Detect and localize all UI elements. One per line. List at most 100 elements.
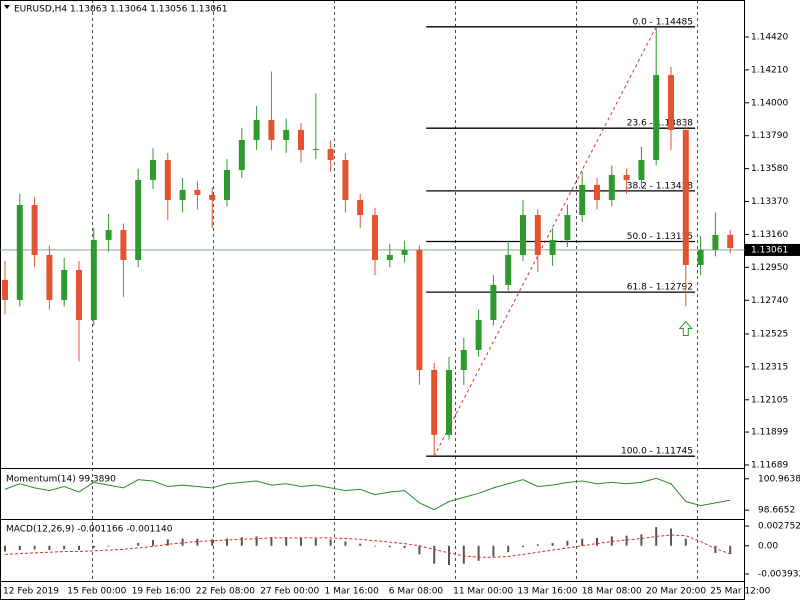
x-tick-label: 13 Mar 16:00 [517, 587, 577, 597]
y-tick-label: -0.003932 [758, 569, 800, 579]
candle-body [401, 249, 408, 255]
candle-body [416, 249, 423, 370]
candle-body [164, 160, 171, 200]
y-tick-label: 1.13580 [751, 164, 788, 174]
candle-body [460, 349, 467, 370]
candle-body [2, 279, 8, 300]
y-tick-label: 0.002752 [758, 522, 800, 532]
candle-body [105, 230, 112, 240]
candle-body [534, 215, 541, 255]
x-tick-label: 12 Feb 2019 [3, 587, 59, 597]
candle-body [564, 215, 571, 240]
candle-body [520, 215, 526, 255]
candle-body [16, 204, 23, 300]
y-tick-label: 1.12950 [751, 263, 788, 273]
y-tick-label: 1.12105 [751, 395, 788, 405]
y-tick-label: 98.6652 [758, 506, 795, 516]
x-tick-label: 22 Feb 08:00 [196, 587, 255, 597]
chart-title: EURUSD,H4 1.13063 1.13064 1.13056 1.1306… [14, 5, 227, 15]
candle-body [224, 170, 230, 200]
candle-body [505, 254, 512, 285]
fib-label: 100.0 - 1.11745 [621, 447, 693, 457]
candle-body [312, 149, 319, 151]
candle-body [372, 215, 378, 260]
x-tick-label: 27 Feb 00:00 [260, 587, 319, 597]
y-tick-label: 0.00 [758, 541, 778, 551]
y-tick-label: 1.13790 [751, 131, 788, 141]
candle-body [194, 189, 201, 195]
fib-label: 61.8 - 1.12792 [627, 283, 693, 293]
candle-body [179, 189, 186, 200]
candle-body [668, 75, 674, 130]
candle-body [120, 230, 127, 260]
candle-body [76, 270, 82, 321]
candle-body [342, 160, 349, 200]
y-tick-label: 1.12740 [751, 296, 788, 306]
y-tick-label: 1.14420 [751, 32, 788, 42]
signal-line [4, 534, 731, 558]
x-tick-label: 25 Mar 12:00 [710, 587, 770, 597]
y-tick-label: 1.11899 [751, 428, 788, 438]
candle-body [594, 184, 600, 200]
x-tick-label: 18 Mar 08:00 [582, 587, 642, 597]
candle-body [431, 369, 438, 435]
candle-body [727, 234, 734, 248]
y-tick-label: 1.13370 [751, 197, 788, 207]
candle-body [712, 234, 719, 250]
candle-body [238, 139, 245, 171]
candle-body [608, 175, 615, 200]
fib-label: 23.6 - 1.13838 [627, 119, 693, 129]
last-price-box [745, 243, 800, 256]
candle-body [697, 249, 704, 265]
x-tick-label: 1 Mar 16:00 [325, 587, 380, 597]
candle-body [298, 129, 304, 150]
candle-body [283, 129, 290, 140]
candle-body [268, 120, 275, 140]
fib-label: 50.0 - 1.13115 [627, 232, 693, 242]
candle-body [682, 129, 689, 265]
fib-label: 38.2 - 1.13438 [627, 181, 693, 191]
macd-title: MACD(12,26,9) -0.001166 -0.001140 [6, 525, 173, 535]
momentum-title: Momentum(14) 99.3890 [6, 475, 116, 485]
collapse-icon [4, 5, 10, 9]
candle-body [209, 194, 216, 200]
y-tick-label: 1.11689 [751, 460, 788, 470]
candle-body [638, 160, 645, 180]
fib-label: 0.0 - 1.14485 [633, 17, 694, 27]
last-price-label: 1.13061 [751, 245, 788, 255]
candle-body [623, 175, 630, 180]
candle-body [61, 270, 68, 300]
y-tick-label: 1.14000 [751, 98, 788, 108]
candle-body [386, 254, 393, 260]
x-tick-label: 19 Feb 16:00 [132, 587, 191, 597]
candle-body [653, 75, 660, 161]
fib-trend-line [433, 26, 657, 457]
momentum-line [4, 477, 731, 511]
y-tick-label: 1.13160 [751, 230, 788, 240]
candle-body [357, 199, 364, 216]
candle-body [253, 120, 260, 140]
frame [0, 0, 745, 600]
arrow-marker [678, 320, 693, 337]
x-tick-label: 6 Mar 08:00 [389, 587, 444, 597]
y-tick-label: 1.12525 [751, 329, 788, 339]
candle-body [327, 149, 334, 161]
x-tick-label: 11 Mar 00:00 [453, 587, 513, 597]
x-tick-label: 20 Mar 20:00 [646, 587, 706, 597]
candle-body [475, 320, 482, 350]
candle-body [490, 284, 497, 321]
y-tick-label: 1.12315 [751, 362, 788, 372]
x-tick-label: 15 Feb 00:00 [67, 587, 126, 597]
y-tick-label: 100.9638 [758, 474, 800, 484]
candle-body [31, 204, 38, 255]
candle-body [579, 184, 586, 216]
candle-body [549, 239, 556, 255]
candle-body [46, 254, 53, 300]
candle-body [150, 160, 156, 180]
y-tick-label: 1.14210 [751, 65, 788, 75]
candle-body [90, 239, 97, 321]
candle-body [446, 369, 452, 435]
candle-body [135, 179, 142, 260]
